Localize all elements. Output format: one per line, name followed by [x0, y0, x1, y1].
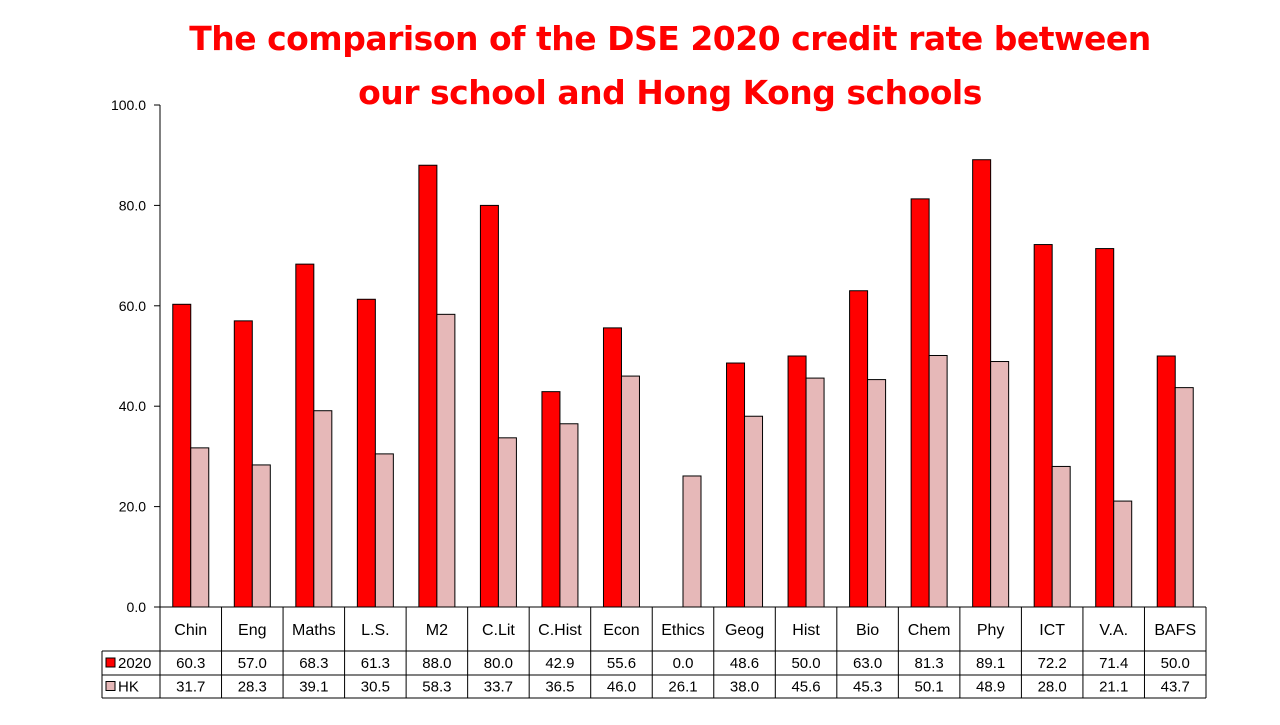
- bar-2020-ict: [1033, 244, 1053, 608]
- bar-2020-bafs: [1156, 355, 1176, 608]
- category-label: BAFS: [1154, 622, 1196, 639]
- bar-hk-clit: [497, 437, 517, 608]
- y-tick-label: 60.0: [119, 298, 146, 314]
- category-label: Econ: [603, 622, 639, 639]
- data-label-2020: 88.0: [422, 655, 451, 672]
- data-label-2020: 81.3: [915, 655, 944, 672]
- data-label-2020: 55.6: [607, 655, 636, 672]
- bar-2020-hist: [787, 355, 807, 608]
- bar-hk-ethics: [682, 475, 702, 608]
- data-label-hk: 58.3: [422, 679, 451, 696]
- data-label-hk: 21.1: [1099, 679, 1128, 696]
- y-tick-label: 100.0: [111, 97, 146, 113]
- category-label: M2: [426, 622, 448, 639]
- data-label-2020: 63.0: [853, 655, 882, 672]
- legend-label-2020: 2020: [118, 655, 151, 672]
- data-label-hk: 28.3: [238, 679, 267, 696]
- category-label: Chem: [908, 622, 951, 639]
- legend-swatch-2020: [105, 657, 116, 668]
- bar-hk-chin: [190, 447, 210, 608]
- bar-hk-chem: [928, 354, 948, 608]
- data-label-hk: 26.1: [668, 679, 697, 696]
- bar-2020-chin: [172, 303, 192, 608]
- data-label-2020: 68.3: [299, 655, 328, 672]
- category-label: C.Hist: [538, 622, 582, 639]
- data-label-2020: 71.4: [1099, 655, 1128, 672]
- data-label-hk: 33.7: [484, 679, 513, 696]
- bar-2020-va: [1095, 248, 1115, 608]
- bar-hk-eng: [251, 464, 271, 608]
- y-tick-label: 0.0: [127, 599, 147, 615]
- category-label: Maths: [292, 622, 336, 639]
- category-label: C.Lit: [482, 622, 515, 639]
- bar-hk-chist: [559, 423, 579, 608]
- bar-hk-ls: [374, 453, 394, 608]
- chart-title-line-2: our school and Hong Kong schools: [358, 73, 982, 112]
- data-label-2020: 80.0: [484, 655, 513, 672]
- category-label: Eng: [238, 622, 266, 639]
- data-label-hk: 45.3: [853, 679, 882, 696]
- data-label-hk: 50.1: [915, 679, 944, 696]
- category-label: ICT: [1039, 622, 1065, 639]
- data-label-hk: 38.0: [730, 679, 759, 696]
- data-label-2020: 72.2: [1038, 655, 1067, 672]
- bar-2020-maths: [295, 263, 315, 608]
- category-label: Ethics: [661, 622, 705, 639]
- data-label-hk: 28.0: [1038, 679, 1067, 696]
- category-label: V.A.: [1099, 622, 1128, 639]
- data-label-hk: 31.7: [176, 679, 205, 696]
- category-label: Geog: [725, 622, 764, 639]
- data-label-2020: 50.0: [791, 655, 820, 672]
- y-tick-label: 80.0: [119, 197, 146, 213]
- data-label-hk: 48.9: [976, 679, 1005, 696]
- bar-hk-hist: [805, 377, 825, 608]
- data-label-2020: 57.0: [238, 655, 267, 672]
- category-label: Phy: [977, 622, 1005, 639]
- bar-hk-va: [1113, 500, 1133, 608]
- legend-swatch-hk: [105, 681, 116, 691]
- data-label-hk: 36.5: [545, 679, 574, 696]
- category-label: Hist: [792, 622, 820, 639]
- y-tick-label: 20.0: [119, 499, 146, 515]
- bar-2020-geog: [726, 362, 746, 608]
- category-label: Chin: [174, 622, 207, 639]
- category-label: Bio: [856, 622, 879, 639]
- data-label-hk: 30.5: [361, 679, 390, 696]
- bar-2020-phy: [972, 159, 992, 608]
- bar-2020-eng: [233, 320, 253, 608]
- data-label-hk: 46.0: [607, 679, 636, 696]
- data-label-hk: 43.7: [1161, 679, 1190, 696]
- bar-2020-clit: [479, 204, 499, 608]
- bar-hk-bafs: [1174, 387, 1194, 608]
- data-label-2020: 60.3: [176, 655, 205, 672]
- legend-label-hk: HK: [118, 679, 139, 696]
- bar-hk-bio: [867, 379, 887, 608]
- data-label-hk: 45.6: [791, 679, 820, 696]
- chart-title: The comparison of the DSE 2020 credit ra…: [0, 12, 1280, 120]
- data-label-2020: 48.6: [730, 655, 759, 672]
- chart-title-line-1: The comparison of the DSE 2020 credit ra…: [189, 19, 1151, 58]
- data-label-2020: 89.1: [976, 655, 1005, 672]
- bar-hk-phy: [990, 361, 1010, 608]
- data-label-2020: 50.0: [1161, 655, 1190, 672]
- bar-2020-econ: [602, 327, 622, 608]
- category-label: L.S.: [361, 622, 389, 639]
- bar-2020-ls: [356, 298, 376, 608]
- y-tick-label: 40.0: [119, 398, 146, 414]
- bar-2020-bio: [849, 290, 869, 608]
- data-label-2020: 61.3: [361, 655, 390, 672]
- bar-2020-chem: [910, 198, 930, 608]
- bar-2020-m2: [418, 164, 438, 608]
- bar-2020-chist: [541, 391, 561, 608]
- bar-hk-geog: [744, 415, 764, 608]
- bar-hk-maths: [313, 410, 333, 608]
- data-label-2020: 42.9: [545, 655, 574, 672]
- bar-hk-ict: [1051, 465, 1071, 608]
- bar-hk-econ: [620, 375, 640, 608]
- data-label-2020: 0.0: [673, 655, 694, 672]
- data-label-hk: 39.1: [299, 679, 328, 696]
- bar-hk-m2: [436, 313, 456, 608]
